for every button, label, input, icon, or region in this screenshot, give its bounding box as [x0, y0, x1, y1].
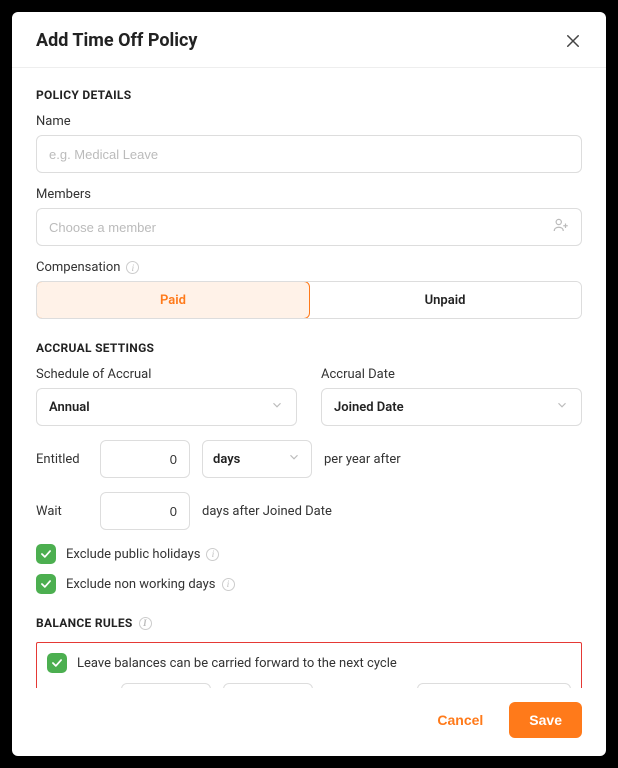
close-button[interactable]: [564, 32, 582, 50]
wait-label: Wait: [36, 504, 88, 519]
modal-title: Add Time Off Policy: [36, 30, 197, 51]
members-input[interactable]: [36, 208, 582, 246]
exclude-nonworking-label: Exclude non working days i: [66, 577, 235, 592]
close-icon: [564, 32, 582, 50]
exclude-nonworking-row: Exclude non working days i: [36, 574, 582, 594]
members-label: Members: [36, 187, 582, 202]
schedule-select[interactable]: Annual: [36, 388, 297, 426]
accrual-row: Schedule of Accrual Annual Accrual Date …: [36, 367, 582, 426]
entitled-row: Entitled days per year after: [36, 440, 582, 478]
wait-row: Wait days after Joined Date: [36, 492, 582, 530]
info-icon[interactable]: i: [126, 261, 139, 274]
chevron-down-icon: [270, 398, 284, 416]
entitled-label: Entitled: [36, 452, 88, 467]
accrual-section-title: ACCRUAL SETTINGS: [36, 341, 582, 355]
balance-rules-section-title: BALANCE RULES i: [36, 616, 582, 630]
compensation-label: Compensation i: [36, 260, 582, 275]
chevron-down-icon: [555, 398, 569, 416]
check-icon: [50, 656, 64, 670]
save-button[interactable]: Save: [509, 702, 582, 738]
info-icon[interactable]: i: [206, 548, 219, 561]
wait-suffix: days after Joined Date: [202, 504, 332, 519]
accrual-date-select[interactable]: Joined Date: [321, 388, 582, 426]
carry-forward-label: Leave balances can be carried forward to…: [77, 656, 397, 671]
unpaid-toggle[interactable]: Unpaid: [309, 282, 581, 318]
accrual-date-field: Accrual Date Joined Date: [321, 367, 582, 426]
carry-forward-checkbox[interactable]: [47, 653, 67, 673]
compensation-field: Compensation i Paid Unpaid: [36, 260, 582, 319]
policy-details-section-title: POLICY DETAILS: [36, 88, 582, 102]
accrual-date-label: Accrual Date: [321, 367, 582, 382]
paid-toggle[interactable]: Paid: [36, 281, 310, 319]
compensation-toggle: Paid Unpaid: [36, 281, 582, 319]
add-member-icon[interactable]: [552, 216, 570, 238]
schedule-label: Schedule of Accrual: [36, 367, 297, 382]
name-input[interactable]: [36, 135, 582, 173]
wait-input[interactable]: [100, 492, 190, 530]
members-field: Members: [36, 187, 582, 246]
carry-forward-row: Leave balances can be carried forward to…: [47, 653, 571, 673]
entitled-suffix: per year after: [324, 452, 401, 467]
entitled-input[interactable]: [100, 440, 190, 478]
modal-footer: Cancel Save: [12, 688, 606, 756]
exclude-nonworking-checkbox[interactable]: [36, 574, 56, 594]
entitled-unit-select[interactable]: days: [202, 440, 312, 478]
check-icon: [39, 577, 53, 591]
modal-body: POLICY DETAILS Name Members Compensation…: [12, 68, 606, 688]
exclude-holidays-checkbox[interactable]: [36, 544, 56, 564]
exclude-holidays-label: Exclude public holidays i: [66, 547, 219, 562]
info-icon[interactable]: i: [222, 578, 235, 591]
name-field: Name: [36, 114, 582, 173]
exclude-holidays-row: Exclude public holidays i: [36, 544, 582, 564]
chevron-down-icon: [287, 450, 301, 468]
modal-header: Add Time Off Policy: [12, 12, 606, 68]
add-time-off-policy-modal: Add Time Off Policy POLICY DETAILS Name …: [12, 12, 606, 756]
info-icon[interactable]: i: [139, 617, 152, 630]
cancel-button[interactable]: Cancel: [427, 704, 493, 736]
name-label: Name: [36, 114, 582, 129]
balance-rules-highlight: Leave balances can be carried forward to…: [36, 642, 582, 688]
check-icon: [39, 547, 53, 561]
schedule-field: Schedule of Accrual Annual: [36, 367, 297, 426]
